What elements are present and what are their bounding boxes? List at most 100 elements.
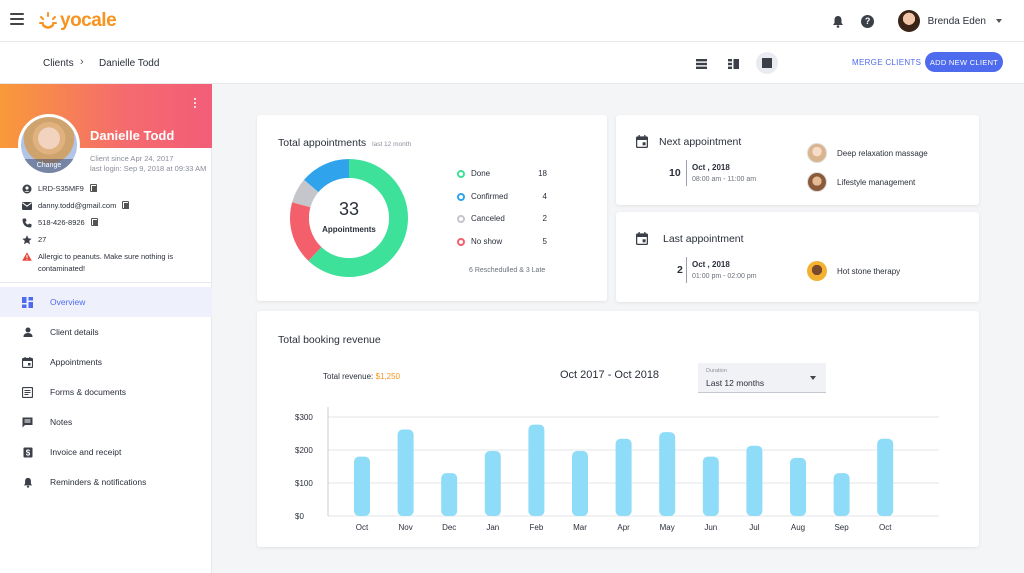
- legend-item-confirmed: Confirmed 4: [457, 192, 547, 201]
- total-revenue: Total revenue: $1,250: [323, 372, 400, 381]
- nav-item-overview[interactable]: Overview: [0, 287, 212, 317]
- x-tick-label: Apr: [617, 523, 630, 532]
- next-appointment-card[interactable]: Next appointment 10 Oct , 2018 08:00 am …: [616, 115, 979, 205]
- next-appointment-month: Oct , 2018: [692, 163, 730, 172]
- legend-value: 5: [542, 237, 547, 246]
- nav-item-reminders[interactable]: Reminders & notifications: [0, 467, 212, 497]
- split-view-icon[interactable]: [724, 55, 742, 73]
- sub-header: Clients › Danielle Todd MERGE CLIENTS AD…: [0, 42, 1024, 84]
- legend-dot: [457, 169, 465, 178]
- breadcrumb-current: Danielle Todd: [99, 58, 160, 69]
- x-tick-label: Jan: [486, 523, 499, 532]
- bar-jun-8[interactable]: [702, 456, 719, 516]
- bell-icon[interactable]: [830, 13, 846, 29]
- x-tick-label: Oct: [879, 523, 892, 532]
- bar-sep-11[interactable]: [833, 473, 850, 516]
- x-tick-label: Nov: [398, 523, 412, 532]
- person-icon: [22, 327, 33, 338]
- revenue-bar-chart: $0 $100 $200 $300 Oct Nov Dec Jan Feb Mar Apr May J…: [295, 407, 939, 532]
- avatar: [807, 172, 827, 192]
- help-icon[interactable]: ?: [860, 13, 876, 29]
- list-view-icon[interactable]: [692, 55, 710, 73]
- nav-item-notes[interactable]: Notes: [0, 407, 212, 437]
- donut-slice-canceled: [292, 179, 319, 208]
- client-email[interactable]: danny.todd@gmail.com: [38, 201, 117, 210]
- copy-icon[interactable]: [122, 201, 130, 209]
- last-appointment-title: Last appointment: [663, 233, 744, 245]
- nav-item-label: Notes: [50, 417, 73, 427]
- client-id-row: LRD-S35MF9: [22, 184, 97, 194]
- nav-item-appointments[interactable]: Appointments: [0, 347, 212, 377]
- nav-item-client-details[interactable]: Client details: [0, 317, 212, 347]
- logo[interactable]: yocale: [38, 8, 117, 34]
- service-item: Deep relaxation massage: [807, 143, 928, 163]
- avatar[interactable]: [897, 10, 920, 32]
- bar-oct-12[interactable]: [877, 438, 894, 516]
- donut-total: 33: [339, 199, 359, 219]
- phone-row: 518-426-8926: [22, 218, 98, 228]
- copy-icon[interactable]: [89, 184, 97, 192]
- reschedule-note: 6 Reschedulled & 3 Late: [469, 267, 546, 274]
- service-item: Lifestyle management: [807, 172, 915, 192]
- bar-nov-1[interactable]: [397, 429, 414, 516]
- bar-oct-0[interactable]: [354, 456, 370, 516]
- allergy-row: Allergic to peanuts. Make sure nothing i…: [22, 251, 198, 275]
- add-new-client-button[interactable]: ADD NEW CLIENT: [925, 52, 1003, 72]
- x-tick-label: Aug: [791, 523, 805, 532]
- detail-view-icon[interactable]: [756, 52, 778, 74]
- nav-item-forms-documents[interactable]: Forms & documents: [0, 377, 212, 407]
- dollar-icon: $: [22, 447, 33, 458]
- y-tick-label: $300: [295, 413, 313, 422]
- chevron-down-icon: [810, 376, 816, 380]
- client-phone[interactable]: 518-426-8926: [38, 218, 85, 227]
- bar-feb-4[interactable]: [528, 424, 545, 516]
- total-appointments-subtitle: last 12 month: [372, 141, 412, 148]
- legend-value: 2: [542, 214, 547, 223]
- more-options-icon[interactable]: [194, 98, 197, 110]
- note-icon: [22, 417, 33, 428]
- profile-photo[interactable]: Change: [18, 114, 80, 176]
- nav-item-invoice-receipt[interactable]: $ Invoice and receipt: [0, 437, 212, 467]
- donut-total-label: Appointments: [322, 225, 376, 234]
- service-item: Hot stone therapy: [807, 261, 900, 281]
- legend-value: 18: [538, 169, 547, 178]
- nav-item-label: Appointments: [50, 357, 102, 367]
- calendar-icon: [636, 232, 648, 245]
- last-login: last login: Sep 9, 2018 at 09:33 AM: [90, 164, 207, 173]
- email-icon: [22, 201, 32, 211]
- duration-select[interactable]: Duration Last 12 months: [698, 363, 826, 393]
- hamburger-menu-icon[interactable]: [10, 13, 24, 25]
- last-appointment-time: 01:00 pm - 02:00 pm: [692, 273, 757, 280]
- x-tick-label: May: [660, 523, 675, 532]
- x-tick-label: Feb: [530, 523, 544, 532]
- breadcrumb-clients[interactable]: Clients: [43, 58, 74, 69]
- x-tick-label: Dec: [442, 523, 456, 532]
- bar-mar-5[interactable]: [572, 450, 588, 516]
- x-tick-label: Oct: [356, 523, 369, 532]
- merge-clients-button[interactable]: MERGE CLIENTS: [852, 58, 922, 67]
- divider: [686, 257, 687, 283]
- bar-dec-2[interactable]: [441, 473, 458, 516]
- bar-may-7[interactable]: [659, 432, 676, 516]
- user-name[interactable]: Brenda Eden: [927, 15, 986, 27]
- sidebar: Change Danielle Todd Client since Apr 24…: [0, 84, 212, 573]
- chevron-down-icon[interactable]: [996, 19, 1002, 23]
- copy-icon[interactable]: [90, 218, 98, 226]
- client-stars: 27: [38, 235, 47, 244]
- total-revenue-label: Total revenue:: [323, 372, 374, 381]
- top-bar: yocale ? Brenda Eden: [0, 0, 1024, 42]
- bar-jul-9[interactable]: [746, 445, 763, 516]
- bar-aug-10[interactable]: [790, 457, 806, 516]
- bar-apr-6[interactable]: [615, 438, 632, 516]
- calendar-icon: [636, 135, 648, 148]
- client-nav: Overview Client details Appointments For…: [0, 287, 212, 497]
- change-photo-label[interactable]: Change: [21, 159, 77, 173]
- nav-item-label: Invoice and receipt: [50, 447, 122, 457]
- bar-jan-3[interactable]: [484, 450, 501, 516]
- card-title: Total appointments last 12 month: [278, 137, 411, 149]
- last-appointment-card[interactable]: Last appointment 2 Oct , 2018 01:00 pm -…: [616, 212, 979, 302]
- avatar: [807, 261, 827, 281]
- email-row: danny.todd@gmail.com: [22, 201, 130, 211]
- nav-item-label: Client details: [50, 327, 99, 337]
- nav-item-label: Reminders & notifications: [50, 477, 147, 487]
